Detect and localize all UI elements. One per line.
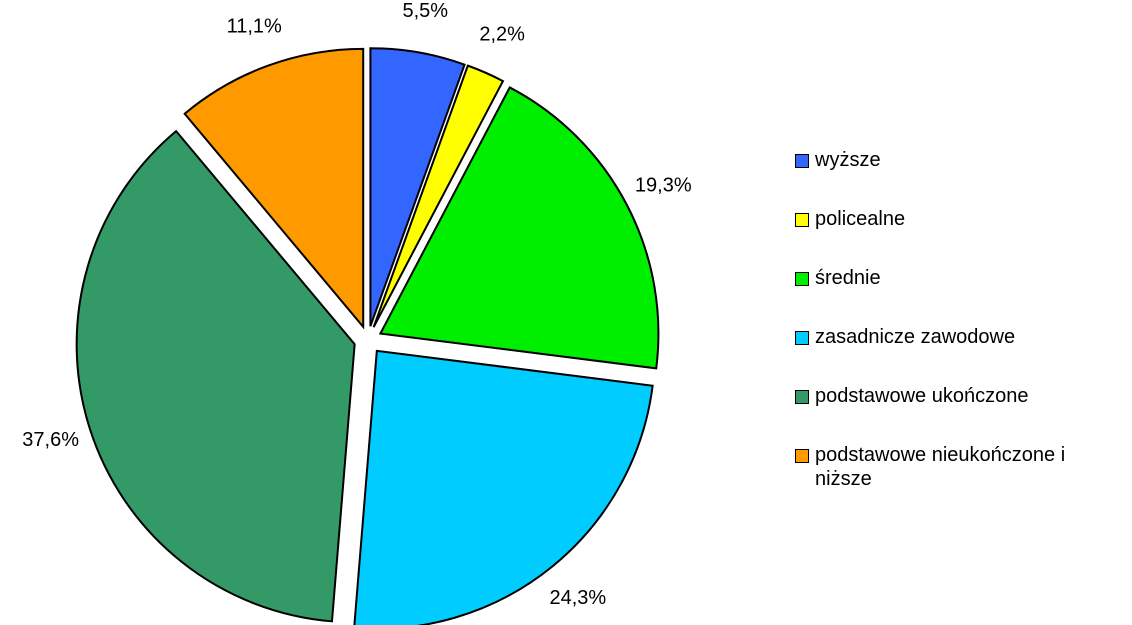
legend-label: zasadnicze zawodowe [815,326,1016,348]
pie-slice [353,349,654,625]
legend-item: wyższe [795,148,1125,172]
legend-swatch [795,331,809,345]
data-label: 19,3% [635,174,692,196]
legend: wyższe policealne średnie zasadnicze zawodo… [795,148,1125,526]
legend-item: podstawowe nieukończone i niższe [795,443,1125,491]
legend-swatch [795,154,809,168]
legend-swatch [795,213,809,227]
data-label: 11,1% [227,15,282,37]
legend-swatch [795,449,809,463]
legend-swatch [795,272,809,286]
pie-slice [372,64,505,328]
legend-label: policealne [815,208,906,230]
data-label: 2,2% [479,24,525,46]
legend-swatch [795,390,809,404]
pie-slice [378,86,660,370]
pie-slice [183,47,365,330]
legend-label: wyższe [815,149,881,171]
legend-label: średnie [815,267,881,289]
legend-label: podstawowe nieukończone i niższe [815,444,1066,490]
pie-slice [369,47,466,327]
legend-item: średnie [795,266,1125,290]
legend-label: podstawowe ukończone [815,385,1029,407]
data-label: 5,5% [402,0,448,22]
pie-slice [75,129,356,623]
legend-item: zasadnicze zawodowe [795,325,1125,349]
data-label: 37,6% [22,429,79,451]
legend-item: podstawowe ukończone [795,384,1125,408]
legend-item: policealne [795,207,1125,231]
data-label: 24,3% [549,587,606,609]
